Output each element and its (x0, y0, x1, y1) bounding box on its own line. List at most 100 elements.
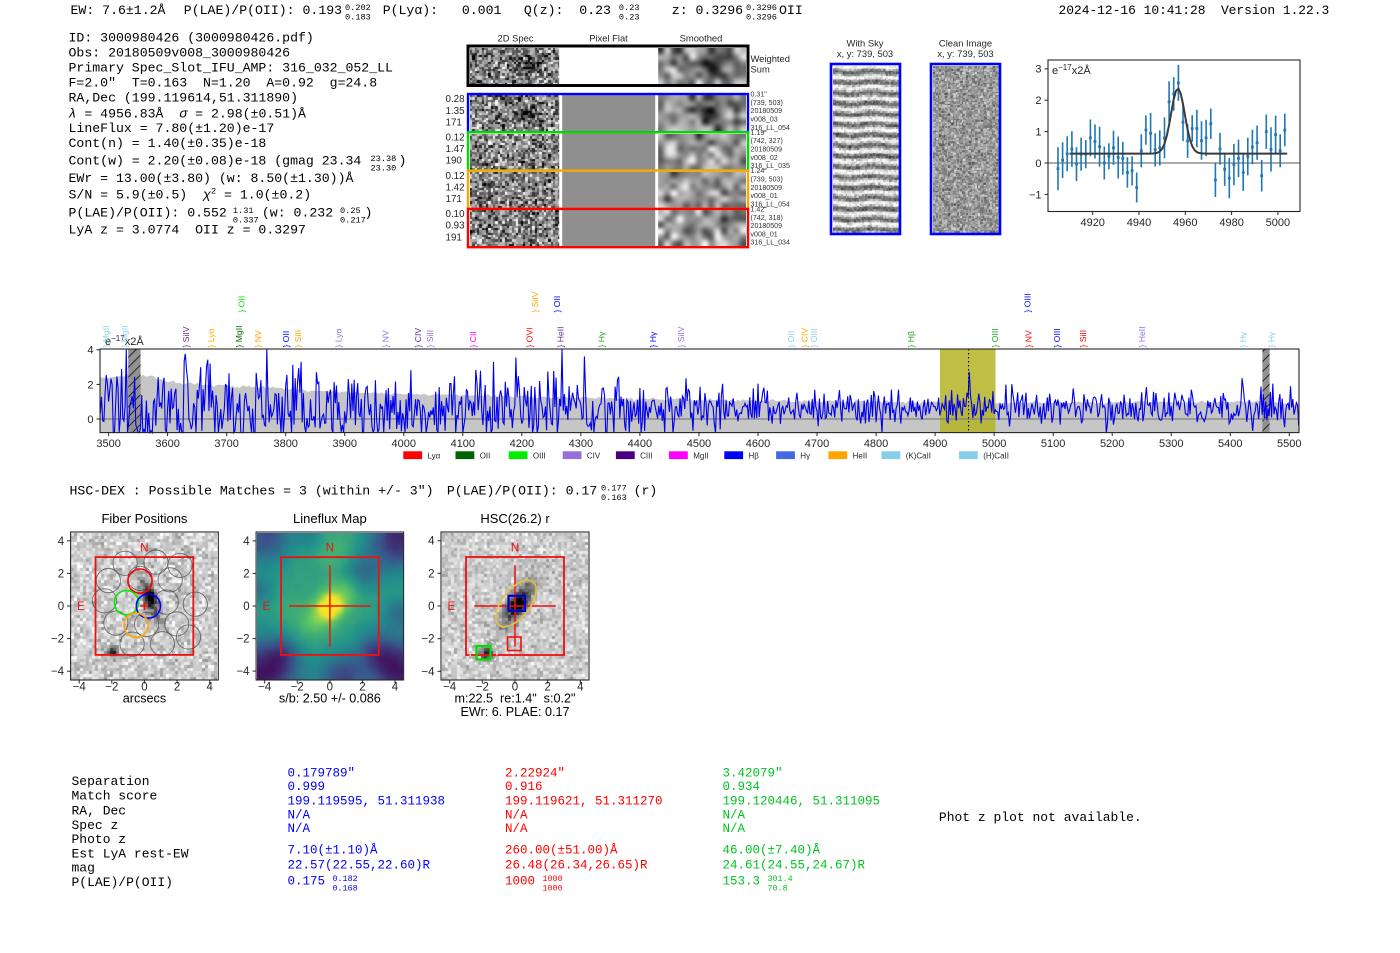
svg-text:): ) (399, 153, 407, 168)
svg-text:OII: OII (779, 3, 803, 18)
svg-text:(742, 327): (742, 327) (751, 137, 783, 145)
svg-text:1000: 1000 (543, 874, 563, 884)
svg-text:1.42": 1.42" (751, 206, 768, 214)
svg-text:3900: 3900 (332, 438, 356, 450)
svg-text:0.934: 0.934 (723, 780, 761, 794)
svg-text:190: 190 (446, 156, 463, 167)
svg-text:0.337: 0.337 (233, 215, 259, 225)
svg-text:0.179789": 0.179789" (288, 766, 356, 780)
svg-text:5200: 5200 (1100, 438, 1124, 450)
svg-text:LineFlux = 7.80(±1.20)e-17: LineFlux = 7.80(±1.20)e-17 (69, 121, 275, 136)
svg-text:20180509: 20180509 (751, 184, 783, 192)
svg-text:x, y: 739, 503: x, y: 739, 503 (837, 48, 893, 59)
svg-text:0.10: 0.10 (446, 209, 466, 220)
svg-text:LyA z = 3.0774 OII z = 0.3297: LyA z = 3.0774 OII z = 0.3297 (69, 223, 306, 238)
svg-text:(742, 318): (742, 318) (751, 214, 783, 222)
svg-text:MgII: MgII (693, 451, 709, 460)
svg-text:316_LL_054: 316_LL_054 (751, 124, 791, 132)
svg-text:Obs: 20180509v008_3000980426: Obs: 20180509v008_3000980426 (69, 45, 291, 60)
svg-text:x, y: 739, 503: x, y: 739, 503 (937, 48, 993, 59)
svg-text:4940: 4940 (1127, 217, 1151, 229)
svg-text:arcsecs: arcsecs (123, 691, 166, 705)
svg-text:(739, 503): (739, 503) (751, 99, 783, 107)
svg-text:4: 4 (87, 345, 93, 357)
svg-text:0.3296: 0.3296 (746, 13, 777, 23)
svg-text:0.217: 0.217 (340, 215, 366, 225)
svg-text:CIV: CIV (587, 451, 601, 460)
svg-text:5100: 5100 (1041, 438, 1065, 450)
svg-text:0: 0 (141, 682, 147, 694)
svg-text:4: 4 (206, 682, 213, 694)
svg-text:4: 4 (392, 682, 399, 694)
svg-text:} SiIV: } SiIV (181, 326, 191, 347)
svg-text:4900: 4900 (923, 438, 947, 450)
svg-text:1: 1 (1035, 127, 1041, 139)
svg-text:Cont(w) = 2.20(±0.08)e-18 (gma: Cont(w) = 2.20(±0.08)e-18 (gmag 23.34 (69, 153, 362, 168)
svg-text:} MgII: } MgII (101, 326, 111, 348)
svg-text:4000: 4000 (392, 438, 416, 450)
svg-text:P(LAE)/P(OII): 0.17: P(LAE)/P(OII): 0.17 (447, 483, 597, 498)
svg-text:v008_01: v008_01 (751, 230, 778, 238)
svg-text:0: 0 (1035, 158, 1041, 170)
svg-text:0.31": 0.31" (751, 91, 768, 99)
svg-text:−1: −1 (1029, 189, 1042, 201)
svg-text:EWr = 13.00(±3.80) (w: 8.50(±1: EWr = 13.00(±3.80) (w: 8.50(±1.30))Å (69, 171, 354, 186)
svg-text:−4: −4 (73, 682, 87, 694)
svg-text:3.42079": 3.42079" (723, 766, 783, 780)
svg-text:0.163: 0.163 (601, 493, 627, 503)
svg-text:20180509: 20180509 (751, 222, 783, 230)
svg-text:} MgII: } MgII (234, 326, 244, 348)
svg-text:OIII: OIII (533, 451, 546, 460)
svg-text:OII: OII (480, 451, 491, 460)
svg-text:} NV: } NV (253, 330, 263, 347)
svg-text:N/A: N/A (723, 808, 746, 822)
svg-text:mag: mag (72, 860, 95, 875)
svg-text:} CII: } CII (468, 331, 478, 347)
svg-text:0.916: 0.916 (505, 780, 543, 794)
svg-text:Separation: Separation (72, 774, 150, 789)
svg-text:Lyα: Lyα (428, 451, 441, 460)
svg-text:1.31: 1.31 (233, 206, 254, 216)
svg-text:4: 4 (428, 536, 435, 548)
svg-text:} SiII: } SiII (1078, 330, 1088, 348)
svg-text:} Hγ: } Hγ (597, 331, 607, 347)
svg-text:4: 4 (577, 682, 584, 694)
svg-text:HeII: HeII (853, 451, 868, 460)
svg-text:260.00(±51.00)Å: 260.00(±51.00)Å (505, 842, 618, 857)
svg-text:2: 2 (428, 568, 434, 580)
svg-text:HSC(26.2) r: HSC(26.2) r (480, 511, 550, 526)
svg-text:2: 2 (359, 682, 365, 694)
svg-text:26.48(26.34,26.65)R: 26.48(26.34,26.65)R (505, 859, 648, 873)
svg-text:−2: −2 (291, 682, 304, 694)
svg-text:2: 2 (243, 568, 249, 580)
svg-text:} OIII: } OIII (809, 328, 819, 347)
svg-text:Phot z plot not available.: Phot z plot not available. (939, 810, 1142, 825)
svg-text:Weighted: Weighted (751, 53, 790, 64)
svg-text:0: 0 (58, 601, 64, 613)
svg-text:0.182: 0.182 (333, 874, 358, 884)
svg-text:} CIV: } CIV (800, 328, 810, 348)
svg-text:2.22924": 2.22924" (505, 766, 565, 780)
svg-text:z: 0.3296: z: 0.3296 (672, 3, 743, 18)
svg-text:2: 2 (58, 568, 64, 580)
svg-text:P(LAE)/P(OII): P(LAE)/P(OII) (72, 875, 173, 890)
svg-text:): ) (365, 205, 373, 220)
svg-text:v008_01: v008_01 (751, 192, 778, 200)
svg-text:5000: 5000 (982, 438, 1006, 450)
svg-text:} NV: } NV (381, 330, 391, 347)
svg-text:N: N (326, 543, 334, 555)
svg-text:N/A: N/A (288, 808, 311, 822)
svg-text:} OVI: } OVI (525, 327, 535, 347)
svg-text:0.3296: 0.3296 (746, 3, 777, 13)
svg-text:−2: −2 (421, 634, 434, 646)
svg-text:Cont(n) = 1.40(±0.35)e-18: Cont(n) = 1.40(±0.35)e-18 (69, 136, 267, 151)
svg-text:−4: −4 (51, 666, 65, 678)
svg-text:1000: 1000 (543, 883, 563, 893)
svg-text:RA,Dec (199.119614,51.311890): RA,Dec (199.119614,51.311890) (69, 90, 299, 105)
svg-text:Hγ: Hγ (800, 451, 810, 460)
svg-text:20180509: 20180509 (751, 107, 783, 115)
svg-text:0.183: 0.183 (345, 13, 371, 23)
svg-text:2: 2 (87, 379, 93, 391)
svg-text:E: E (447, 601, 455, 613)
svg-text:E: E (77, 601, 85, 613)
